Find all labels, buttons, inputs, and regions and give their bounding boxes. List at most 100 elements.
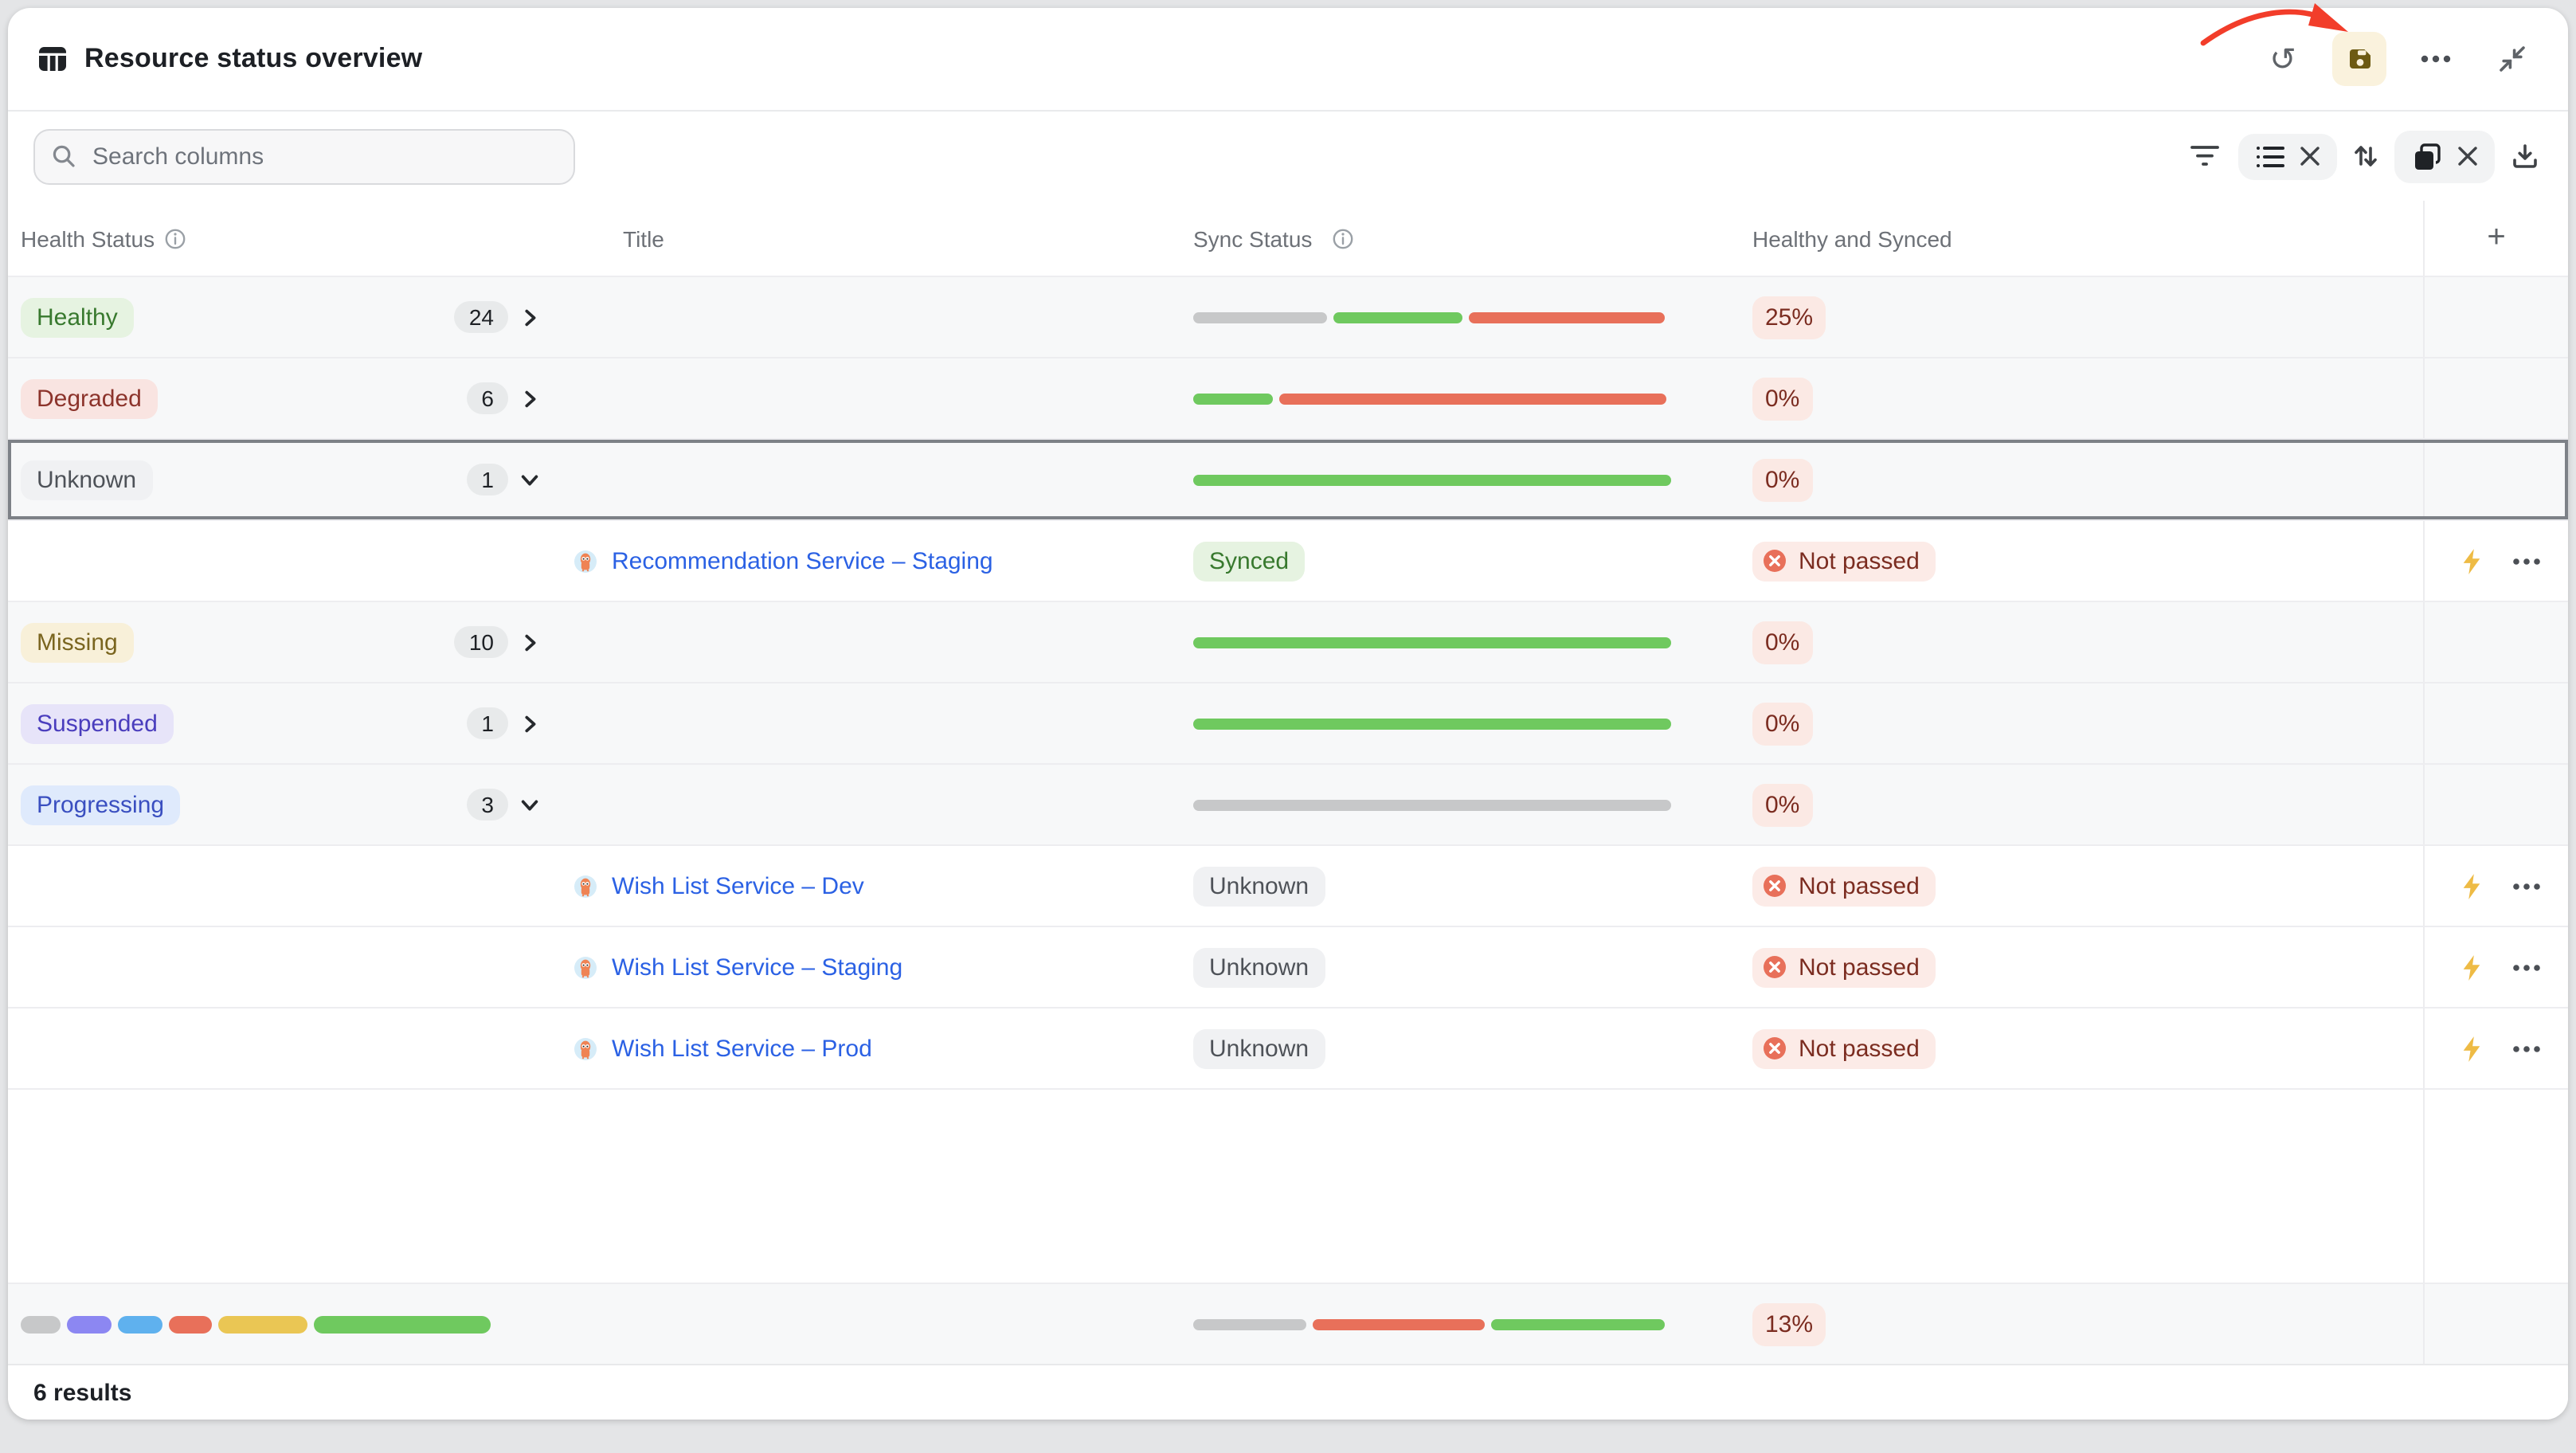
resource-link[interactable]: Recommendation Service – Staging bbox=[612, 547, 993, 574]
percent-badge: 13% bbox=[1752, 1302, 1826, 1345]
count-badge: 24 bbox=[454, 301, 508, 333]
info-icon[interactable] bbox=[1331, 227, 1353, 249]
status-badge: Unknown bbox=[21, 460, 153, 499]
column-header-sync: Sync Status bbox=[1193, 225, 1313, 251]
more-options-button[interactable] bbox=[2409, 32, 2463, 86]
sync-bar bbox=[1193, 311, 1671, 323]
percent-badge: 0% bbox=[1752, 377, 1813, 420]
collapse-icon bbox=[2496, 43, 2528, 75]
sync-status-badge: Synced bbox=[1193, 541, 1306, 581]
resource-link[interactable]: Wish List Service – Staging bbox=[612, 954, 903, 981]
column-header-healthy-synced: Healthy and Synced bbox=[1752, 225, 1952, 251]
lightning-icon[interactable] bbox=[2460, 1035, 2484, 1062]
stack-control bbox=[2394, 130, 2495, 182]
lightning-icon[interactable] bbox=[2460, 547, 2484, 574]
resource-status-panel: Resource status overview ↺ bbox=[8, 8, 2568, 1420]
chevron-right-icon[interactable] bbox=[519, 632, 540, 652]
chevron-down-icon[interactable] bbox=[519, 469, 540, 490]
sync-bar bbox=[1193, 474, 1671, 485]
percent-badge: 0% bbox=[1752, 458, 1813, 501]
table-row-wishlist-prod: Wish List Service – Prod Unknown Not pas… bbox=[8, 1007, 2568, 1088]
sort-button[interactable] bbox=[2353, 142, 2378, 170]
status-badge: Degraded bbox=[21, 378, 158, 418]
row-menu-button[interactable] bbox=[2512, 557, 2541, 565]
table-row-suspended[interactable]: Suspended 1 0% bbox=[8, 682, 2568, 763]
table-empty-area bbox=[8, 1088, 2568, 1284]
percent-badge: 25% bbox=[1752, 296, 1826, 339]
column-header-title: Title bbox=[623, 225, 664, 251]
search-input[interactable] bbox=[89, 141, 558, 171]
row-menu-button[interactable] bbox=[2512, 963, 2541, 971]
search-box[interactable] bbox=[33, 128, 575, 184]
lightning-icon[interactable] bbox=[2460, 954, 2484, 981]
percent-badge: 0% bbox=[1752, 783, 1813, 826]
sync-bar bbox=[1193, 718, 1671, 729]
chevron-down-icon[interactable] bbox=[519, 794, 540, 815]
chevron-right-icon[interactable] bbox=[519, 713, 540, 734]
results-count: 6 results bbox=[33, 1379, 132, 1406]
stack-button[interactable] bbox=[2412, 141, 2442, 171]
row-menu-button[interactable] bbox=[2512, 882, 2541, 890]
squid-icon bbox=[574, 549, 597, 573]
chevron-right-icon[interactable] bbox=[519, 307, 540, 327]
sync-status-badge: Unknown bbox=[1193, 947, 1325, 987]
table-row-wishlist-dev: Wish List Service – Dev Unknown Not pass… bbox=[8, 844, 2568, 926]
table-row-unknown[interactable]: Unknown 1 0% bbox=[8, 438, 2568, 519]
filter-icon bbox=[2187, 143, 2222, 169]
sync-bar bbox=[1193, 636, 1671, 648]
clear-list-view-button[interactable] bbox=[2300, 147, 2320, 166]
download-icon bbox=[2511, 142, 2539, 170]
add-column-button[interactable]: + bbox=[2487, 220, 2506, 255]
save-button[interactable] bbox=[2332, 32, 2386, 86]
list-view-button[interactable] bbox=[2256, 144, 2284, 168]
table-row-healthy[interactable]: Healthy 24 25% bbox=[8, 276, 2568, 357]
health-distribution-bar bbox=[21, 1315, 491, 1333]
table-row-degraded[interactable]: Degraded 6 0% bbox=[8, 357, 2568, 438]
count-badge: 1 bbox=[467, 464, 508, 495]
count-badge: 6 bbox=[467, 382, 508, 414]
table-row-recommendation-service: Recommendation Service – Staging Synced … bbox=[8, 519, 2568, 601]
status-badge: Missing bbox=[21, 622, 134, 662]
resource-link[interactable]: Wish List Service – Prod bbox=[612, 1035, 872, 1062]
column-header-health: Health Status bbox=[21, 225, 155, 251]
table-row-wishlist-staging: Wish List Service – Staging Unknown Not … bbox=[8, 926, 2568, 1007]
chevron-right-icon[interactable] bbox=[519, 388, 540, 409]
not-passed-badge: Not passed bbox=[1752, 947, 1936, 987]
clear-stack-button[interactable] bbox=[2458, 147, 2477, 166]
not-passed-badge: Not passed bbox=[1752, 541, 1936, 581]
close-icon bbox=[2300, 147, 2320, 166]
filter-button[interactable] bbox=[2187, 143, 2222, 169]
table-row-progressing[interactable]: Progressing 3 0% bbox=[8, 763, 2568, 844]
count-badge: 10 bbox=[454, 626, 508, 658]
results-footer: 6 results bbox=[8, 1364, 2568, 1420]
collapse-button[interactable] bbox=[2485, 32, 2539, 86]
sort-icon bbox=[2353, 142, 2378, 170]
toolbar bbox=[8, 112, 2568, 201]
row-menu-button[interactable] bbox=[2512, 1044, 2541, 1052]
close-icon bbox=[2458, 147, 2477, 166]
percent-badge: 0% bbox=[1752, 621, 1813, 664]
resource-link[interactable]: Wish List Service – Dev bbox=[612, 872, 864, 899]
column-header-row: Health Status Title Sync Status Healthy … bbox=[8, 201, 2568, 276]
lightning-icon[interactable] bbox=[2460, 872, 2484, 899]
table-row-missing[interactable]: Missing 10 0% bbox=[8, 601, 2568, 682]
count-badge: 1 bbox=[467, 707, 508, 739]
table-icon bbox=[37, 43, 69, 75]
list-icon bbox=[2256, 144, 2284, 168]
count-badge: 3 bbox=[467, 789, 508, 820]
panel-header: Resource status overview ↺ bbox=[8, 8, 2568, 112]
squid-icon bbox=[574, 1036, 597, 1060]
squid-icon bbox=[574, 874, 597, 898]
info-icon[interactable] bbox=[164, 227, 186, 249]
undo-button[interactable]: ↺ bbox=[2256, 32, 2310, 86]
sync-summary-bar bbox=[1193, 1318, 1671, 1330]
group-by-control bbox=[2238, 133, 2337, 179]
download-button[interactable] bbox=[2511, 142, 2539, 170]
search-icon bbox=[51, 143, 76, 169]
ellipsis-icon bbox=[2420, 54, 2452, 64]
percent-badge: 0% bbox=[1752, 702, 1813, 745]
status-badge: Healthy bbox=[21, 297, 134, 337]
not-passed-badge: Not passed bbox=[1752, 1028, 1936, 1068]
page-title: Resource status overview bbox=[84, 43, 423, 73]
